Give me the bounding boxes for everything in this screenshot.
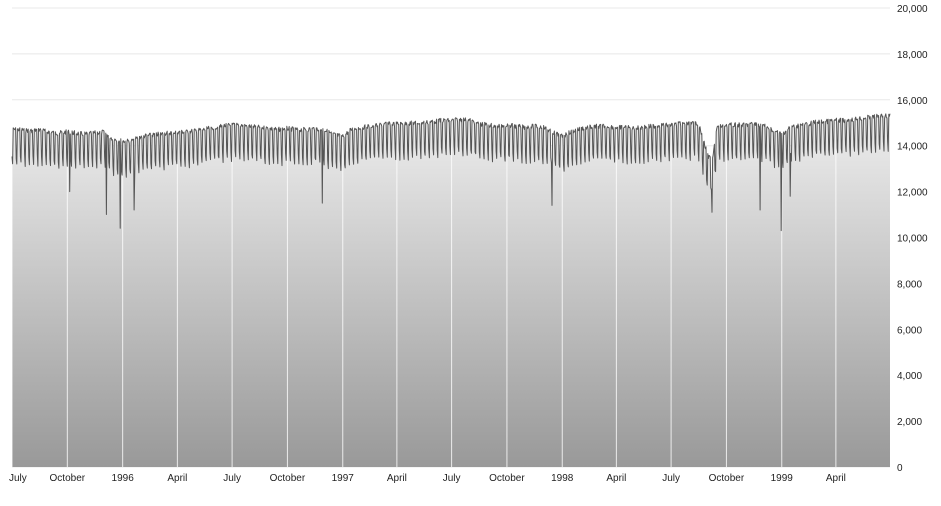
x-tick-label: July [223,473,241,484]
y-tick-label: 20,000 [897,4,928,15]
y-tick-label: 12,000 [897,188,928,199]
x-tick-label: July [662,473,680,484]
y-tick-label: 16,000 [897,96,928,107]
x-tick-label: 1998 [551,473,574,484]
x-tick-label: October [489,473,525,484]
y-tick-label: 8,000 [897,279,922,290]
series-area [12,113,890,467]
area-layer [12,113,890,467]
y-tick-label: 6,000 [897,325,922,336]
x-tick-label: July [443,473,461,484]
x-tick-label: October [50,473,86,484]
y-axis: 0 2,000 4,000 6,000 8,000 10,000 12,000 14,000 1… [897,4,928,474]
y-tick-label: 2,000 [897,417,922,428]
x-tick-label: April [826,473,846,484]
y-tick-label: 18,000 [897,50,928,61]
line-layer [11,113,891,232]
x-tick-label: October [270,473,306,484]
x-tick-label: April [387,473,407,484]
x-axis: July October 1996 April July October 1997 April… [9,473,846,484]
y-tick-label: 14,000 [897,142,928,153]
x-tick-label: April [167,473,187,484]
vertical-grid-layer [11,108,837,467]
y-tick-label: 10,000 [897,234,928,245]
x-tick-label: April [606,473,626,484]
y-tick-label: 4,000 [897,371,922,382]
x-tick-label: 1997 [332,473,355,484]
x-tick-label: 1996 [112,473,135,484]
x-tick-label: July [9,473,27,484]
x-tick-label: 1999 [771,473,794,484]
series-line [11,113,891,232]
x-tick-label: October [709,473,745,484]
y-tick-label: 0 [897,463,903,474]
